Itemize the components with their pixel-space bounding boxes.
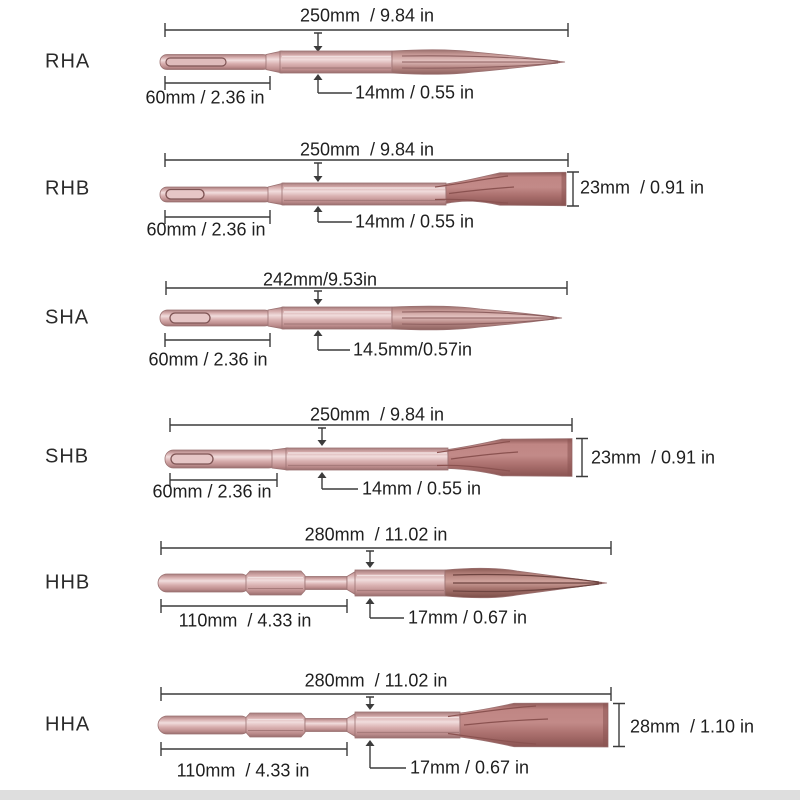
bottom-strip (0, 790, 800, 800)
row-rha-label: RHA (45, 50, 91, 73)
flat-blade (445, 171, 567, 207)
chisel-illustration-rha (159, 49, 566, 75)
row-shb-label: SHB (45, 445, 90, 468)
arrow-up-icon (365, 740, 375, 746)
row-sha-label: SHA (45, 306, 90, 329)
dimension-lines-rha (164, 23, 569, 94)
arrow-up-icon (313, 330, 323, 336)
row-rhb-label: RHB (45, 177, 91, 200)
row-hha-label: HHA (45, 713, 91, 736)
arrow-down-icon (317, 440, 327, 446)
row-rha-shaft-width: 14mm / 0.55 in (355, 82, 475, 103)
row-shb-shaft-width: 14mm / 0.55 in (362, 478, 482, 499)
dimension-lines-shb (169, 418, 588, 490)
row-rhb-shaft-width: 14mm / 0.55 in (355, 211, 475, 232)
chisel-illustration-sha (159, 305, 563, 331)
row-hhb-overall-length: 280mm / 11.02 in (304, 524, 448, 545)
arrow-down-icon (313, 176, 323, 182)
row-sha-overall-length: 242mm/9.53in (262, 269, 378, 290)
row-rhb-blade-width: 23mm / 0.91 in (580, 177, 705, 198)
dimension-lines-hha (160, 687, 625, 769)
flat-blade (459, 702, 609, 748)
row-rha-shank-length: 60mm / 2.36 in (145, 87, 265, 108)
chisel-illustration-hhb (157, 567, 608, 599)
row-hha-blade-width: 28mm / 1.10 in (630, 716, 755, 737)
dimension-lines-sha (164, 281, 568, 351)
row-hhb-label: HHB (45, 571, 91, 594)
arrow-up-icon (313, 74, 323, 80)
row-sha-shaft-width: 14.5mm/0.57in (353, 339, 473, 360)
sds-slot (165, 188, 205, 200)
arrow-up-icon (365, 598, 375, 604)
arrow-down-icon (313, 46, 323, 52)
arrow-down-icon (365, 562, 375, 568)
row-rhb-shank-length: 60mm / 2.36 in (146, 219, 266, 240)
row-rha-overall-length: 250mm / 9.84 in (299, 5, 435, 26)
arrow-up-icon (317, 472, 327, 478)
row-shb-shank-length: 60mm / 2.36 in (152, 481, 272, 502)
row-hha-shank-length: 110mm / 4.33 in (176, 760, 310, 781)
row-sha-shank-length: 60mm / 2.36 in (148, 349, 268, 370)
arrow-down-icon (365, 704, 375, 710)
row-rhb-overall-length: 250mm / 9.84 in (299, 139, 435, 160)
sds-slot (169, 312, 211, 324)
row-hha-overall-length: 280mm / 11.02 in (304, 670, 448, 691)
row-hha-shaft-width: 17mm / 0.67 in (410, 757, 530, 778)
row-shb-blade-width: 23mm / 0.91 in (591, 447, 716, 468)
chisel-illustration-shb (164, 438, 573, 477)
chisel-illustration-rhb (159, 171, 567, 207)
dimension-lines-rhb (164, 153, 579, 224)
row-hhb-shank-length: 110mm / 4.33 in (178, 610, 312, 631)
chisel-illustration-hha (157, 702, 609, 748)
arrow-down-icon (313, 299, 323, 305)
hex-collar (245, 570, 306, 596)
row-shb-overall-length: 250mm / 9.84 in (309, 404, 445, 425)
dimension-lines-hhb (160, 541, 612, 619)
sds-slot (165, 57, 227, 67)
row-hhb-shaft-width: 17mm / 0.67 in (408, 607, 528, 628)
hex-collar (245, 712, 306, 738)
sds-slot (170, 453, 214, 465)
arrow-up-icon (313, 206, 323, 212)
